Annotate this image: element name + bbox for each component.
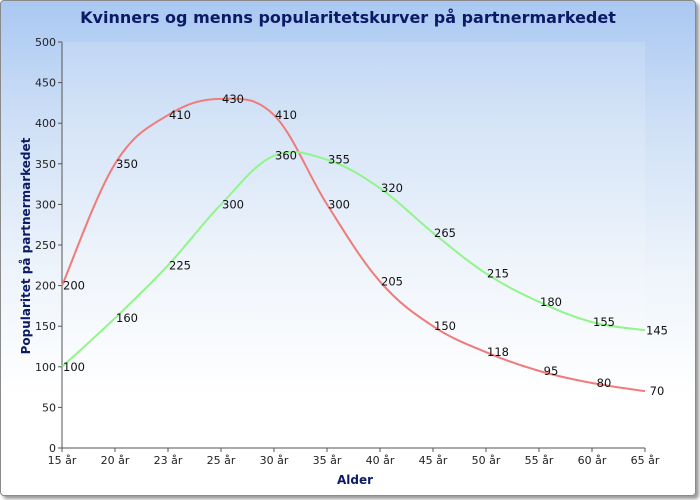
series-2-data-label: 180 (540, 295, 562, 309)
series-2-data-label: 155 (593, 315, 615, 329)
y-tick-label: 350 (35, 158, 56, 171)
series-2-data-label: 320 (381, 181, 403, 195)
x-axis-label: Alder (336, 473, 374, 487)
series-1-data-label: 410 (275, 108, 297, 122)
y-tick-label: 50 (42, 401, 56, 414)
series-1-data-label: 95 (544, 364, 559, 378)
series-1-data-label: 410 (169, 108, 191, 122)
series-1-data-label: 200 (63, 279, 85, 293)
y-tick-label: 100 (35, 361, 56, 374)
series-2-data-label: 265 (434, 226, 456, 240)
series-1-data-label: 70 (650, 384, 665, 398)
series-1-data-label: 118 (487, 345, 509, 359)
x-tick-label: 60 år (578, 454, 607, 467)
y-tick-label: 500 (35, 36, 56, 49)
series-2-line (61, 150, 646, 368)
series-1-data-label: 350 (116, 157, 138, 171)
y-tick-label: 250 (35, 239, 56, 252)
chart-title: Kvinners og menns popularitetskurver på … (80, 8, 616, 27)
series-1-data-label: 300 (328, 197, 350, 211)
y-tick-label: 0 (49, 442, 56, 455)
series-2-data-label: 360 (275, 149, 297, 163)
series-1-data-label: 430 (222, 92, 244, 106)
x-tick-label: 30 år (260, 454, 289, 467)
series-2-data-label: 100 (63, 360, 85, 374)
y-tick-label: 300 (35, 198, 56, 211)
x-tick-label: 50 år (472, 454, 501, 467)
y-tick-label: 200 (35, 280, 56, 293)
series-1-data-label: 80 (597, 376, 612, 390)
x-tick-label: 23 år (154, 454, 183, 467)
x-tick-label: 20 år (101, 454, 130, 467)
series-2-data-label: 300 (222, 197, 244, 211)
y-tick-label: 450 (35, 77, 56, 90)
series-1-data-label: 150 (434, 319, 456, 333)
series-2-data-label: 145 (646, 323, 668, 337)
x-tick-label: 45 år (419, 454, 448, 467)
series-1-line (61, 97, 646, 393)
y-tick-label: 150 (35, 320, 56, 333)
series-2-data-label: 160 (116, 311, 138, 325)
x-tick-label: 55 år (525, 454, 554, 467)
series-2-data-label: 215 (487, 266, 509, 280)
x-tick-label: 40 år (366, 454, 395, 467)
x-tick-label: 25 år (207, 454, 236, 467)
series-2-data-label: 355 (328, 153, 350, 167)
series-2-data-label: 225 (169, 258, 191, 272)
x-tick-label: 35 år (313, 454, 342, 467)
series-1-data-label: 205 (381, 275, 403, 289)
y-tick-label: 400 (35, 117, 56, 130)
x-tick-label: 65 år (631, 454, 660, 467)
x-tick-label: 15 år (48, 454, 77, 467)
